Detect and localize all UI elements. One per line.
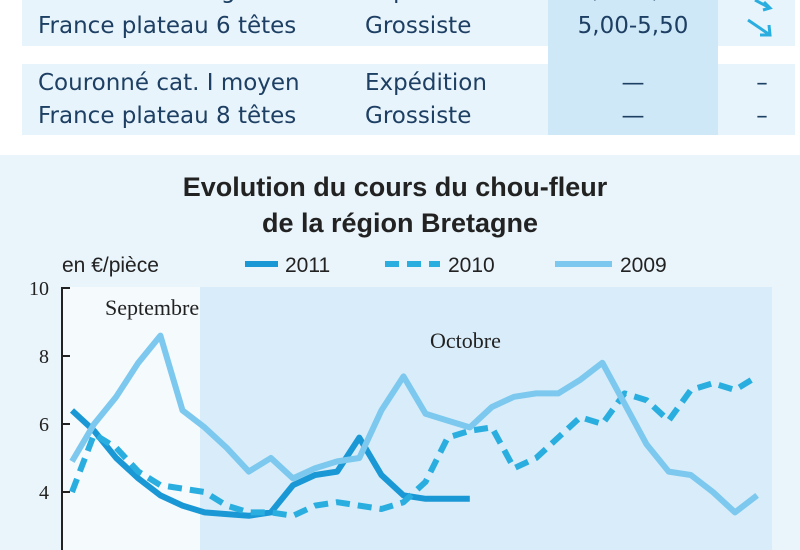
y-tick-label: 4 bbox=[39, 482, 49, 504]
legend-label: 2010 bbox=[448, 254, 495, 277]
y-tick-label: 6 bbox=[39, 414, 49, 436]
chart-title: Evolution du cours du chou-fleur bbox=[183, 172, 608, 202]
table-cell: 5,50-6,00 bbox=[578, 0, 689, 4]
trend-arrow bbox=[754, 0, 773, 12]
price-column bbox=[548, 0, 718, 135]
table-cell: 5,00-5,50 bbox=[578, 13, 689, 39]
trend-arrow bbox=[747, 18, 772, 37]
table-cell: Couronné cat. I gros bbox=[38, 0, 270, 4]
y-tick-label: 8 bbox=[39, 346, 49, 368]
table-cell: — bbox=[622, 103, 645, 129]
chart-title: de la région Bretagne bbox=[262, 208, 538, 238]
legend-label: 2011 bbox=[285, 254, 330, 277]
table-cell: Expédition bbox=[365, 0, 487, 4]
table-cell: Grossiste bbox=[365, 103, 471, 129]
table-cell: Expédition bbox=[365, 70, 487, 96]
table-cell: Couronné cat. I moyen bbox=[38, 70, 300, 96]
table-cell: Grossiste bbox=[365, 13, 471, 39]
series-line bbox=[69, 332, 759, 516]
table-cell: — bbox=[622, 70, 645, 96]
y-tick-label: 10 bbox=[29, 278, 49, 300]
table-cell: France plateau 6 têtes bbox=[38, 13, 296, 39]
table-cell: – bbox=[756, 103, 768, 129]
plot-right bbox=[200, 287, 772, 550]
legend-label: 2009 bbox=[620, 254, 667, 277]
series-line bbox=[69, 408, 470, 519]
annotation: Septembre bbox=[105, 295, 199, 320]
annotation: Octobre bbox=[430, 328, 501, 353]
y-axis-label: en €/pièce bbox=[62, 254, 159, 277]
table-cell: – bbox=[756, 70, 768, 96]
series-line bbox=[69, 373, 759, 519]
table-cell: France plateau 8 têtes bbox=[38, 103, 296, 129]
